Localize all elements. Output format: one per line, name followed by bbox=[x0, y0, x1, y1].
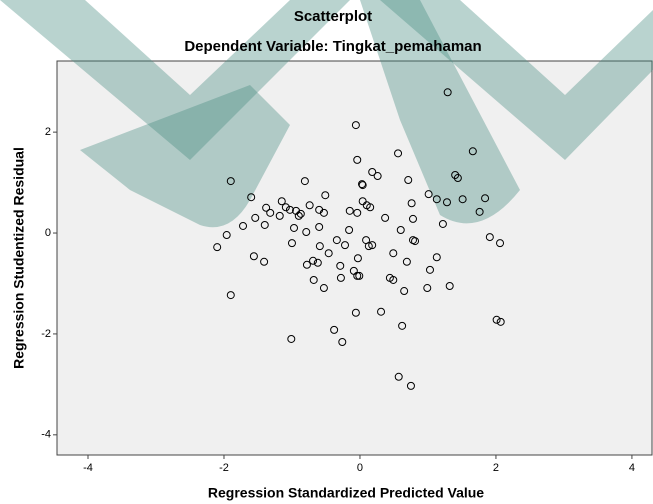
y-tick-label: -2 bbox=[41, 328, 51, 340]
chart-title: Scatterplot bbox=[294, 8, 372, 25]
x-axis-label: Regression Standardized Predicted Value bbox=[208, 485, 484, 501]
y-tick-label: 0 bbox=[45, 227, 51, 239]
y-tick-label: 2 bbox=[45, 126, 51, 138]
chart: Scatterplot Dependent Variable: Tingkat_… bbox=[0, 0, 653, 504]
chart-subtitle: Dependent Variable: Tingkat_pemahaman bbox=[184, 38, 481, 55]
x-tick-label: -4 bbox=[83, 462, 93, 474]
x-tick-label: 0 bbox=[357, 462, 363, 474]
x-tick-label: 2 bbox=[493, 462, 499, 474]
y-tick-label: -4 bbox=[41, 429, 51, 441]
y-axis-label: Regression Studentized Residual bbox=[11, 147, 27, 369]
x-tick-label: 4 bbox=[629, 462, 635, 474]
x-tick-label: -2 bbox=[219, 462, 229, 474]
